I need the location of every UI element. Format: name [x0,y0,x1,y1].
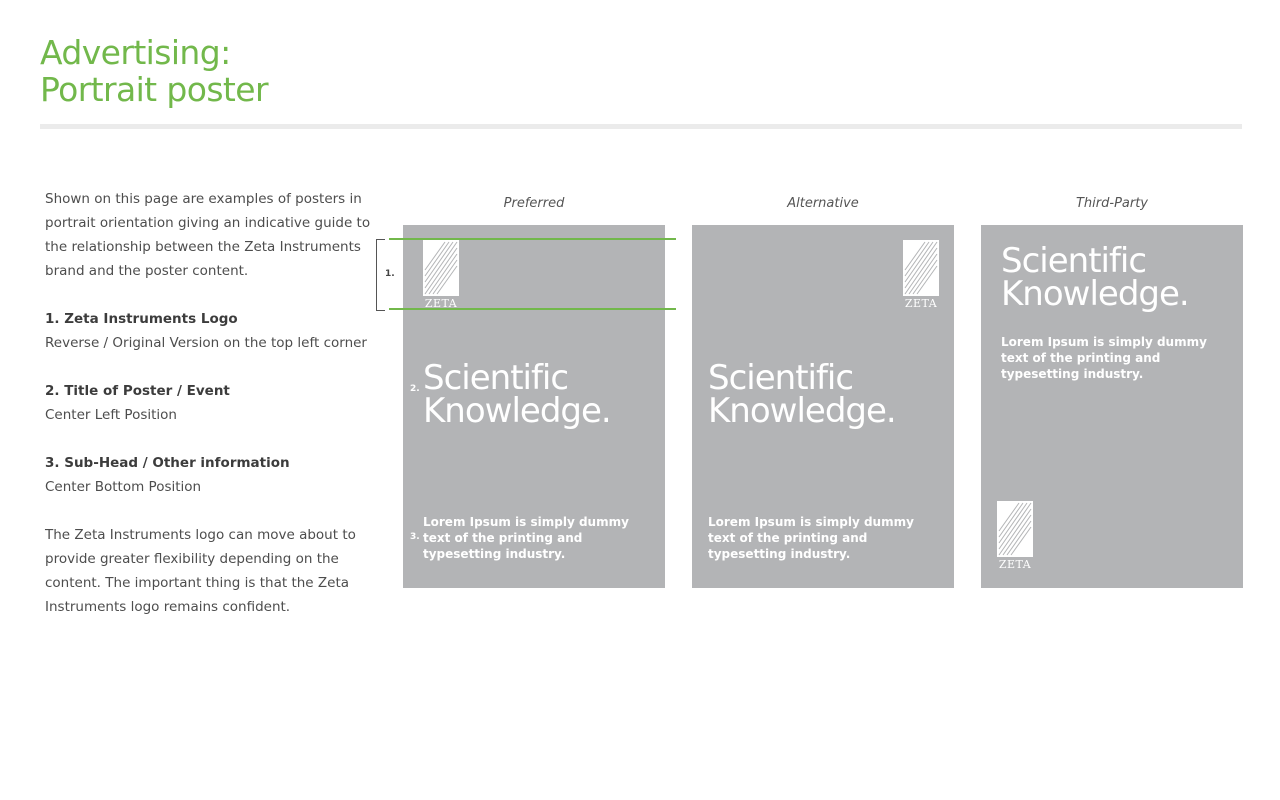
logo-guide-top-line [389,238,676,240]
page-title-line-1: Advertising: [40,33,231,72]
item-2-heading: 2. Title of Poster / Event [45,383,230,399]
poster-body: Lorem Ipsum is simply dummy text of the … [423,515,629,561]
marker-3: 3. [410,532,420,542]
zeta-logo-wordmark: ZETA [998,558,1032,571]
poster-preferred: ZETA Scientific Knowledge. Lorem Ipsum i… [403,225,665,588]
page-title: Advertising: Portrait poster [40,33,269,109]
label-preferred: Preferred [503,196,565,211]
poster-title-line-2: Knowledge. [423,391,612,431]
poster-body: Lorem Ipsum is simply dummy text of the … [708,515,914,561]
poster-title: Scientific Knowledge. [708,358,897,431]
zeta-logo-wordmark: ZETA [904,297,938,310]
zeta-logo: ZETA [903,240,939,312]
item-3-heading: 3. Sub-Head / Other information [45,455,290,471]
poster-title-line-1: Scientific [708,358,854,398]
marker-2: 2. [410,384,420,394]
poster-title: Scientific Knowledge. [1001,241,1190,314]
marker-1: 1. [385,269,395,279]
label-third-party: Third-Party [1075,196,1149,211]
zeta-logo: ZETA [423,240,459,312]
page-title-line-2: Portrait poster [40,70,269,109]
poster-title: Scientific Knowledge. [423,358,612,431]
header-divider [40,124,1242,129]
description-panel: Shown on this page are examples of poste… [45,187,375,619]
logo-guide-bottom-line [389,308,676,310]
intro-text: Shown on this page are examples of poste… [45,191,371,279]
zeta-logo-wordmark: ZETA [424,297,458,310]
outro-text: The Zeta Instruments logo can move about… [45,527,356,615]
poster-title-line-2: Knowledge. [708,391,897,431]
zeta-logo: ZETA [997,501,1033,573]
poster-title-line-1: Scientific [423,358,569,398]
item-3-text: Center Bottom Position [45,479,202,495]
poster-third-party: Scientific Knowledge. Lorem Ipsum is sim… [981,225,1243,588]
poster-title-line-1: Scientific [1001,241,1147,281]
item-2-text: Center Left Position [45,407,177,423]
logo-zone-bracket [376,239,385,311]
zeta-logo-mark-icon [903,240,939,296]
item-1-text: Reverse / Original Version on the top le… [45,335,367,351]
zeta-logo-mark-icon [423,240,459,296]
zeta-logo-mark-icon [997,501,1033,557]
item-1-heading: 1. Zeta Instruments Logo [45,311,238,327]
label-alternative: Alternative [787,196,859,211]
poster-title-line-2: Knowledge. [1001,274,1190,314]
poster-alternative: ZETA Scientific Knowledge. Lorem Ipsum i… [692,225,954,588]
poster-body: Lorem Ipsum is simply dummy text of the … [1001,335,1207,381]
